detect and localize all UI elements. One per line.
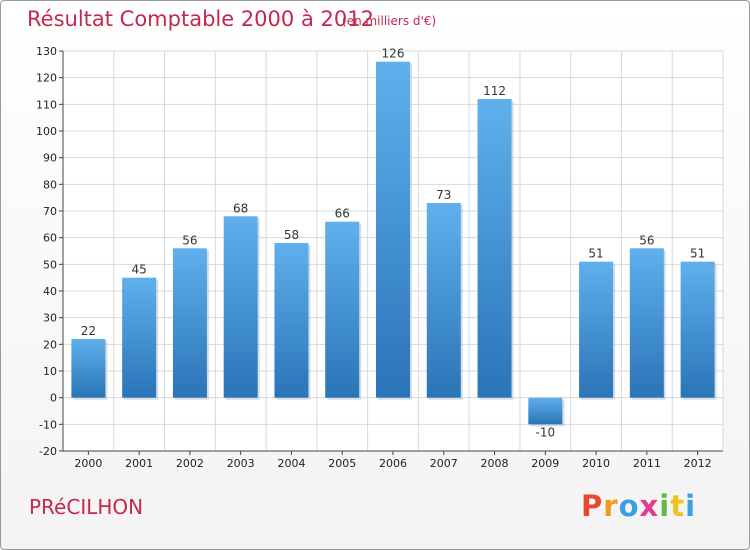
bar-2012 — [680, 261, 715, 398]
value-label-2005: 66 — [335, 207, 350, 221]
y-tick-label: -10 — [39, 418, 57, 431]
x-tick-label-2002: 2002 — [176, 457, 204, 470]
value-label-2003: 68 — [233, 201, 248, 215]
y-tick-label: 120 — [36, 72, 57, 85]
brand-letter: x — [639, 489, 660, 523]
location-name: PRéCILHON — [29, 495, 144, 519]
y-tick-label: 110 — [36, 98, 57, 111]
x-tick-label-2003: 2003 — [227, 457, 255, 470]
y-tick-label: 40 — [43, 285, 57, 298]
x-tick-label-2004: 2004 — [277, 457, 305, 470]
x-tick-label-2008: 2008 — [481, 457, 509, 470]
y-tick-label: 80 — [43, 178, 57, 191]
bar-2005 — [325, 221, 360, 398]
brand-letter: P — [581, 489, 604, 523]
y-tick-label: 10 — [43, 365, 57, 378]
value-label-2007: 73 — [436, 188, 451, 202]
value-label-2002: 56 — [182, 233, 197, 247]
proxiti-logo: Proxiti — [581, 489, 696, 523]
y-tick-label: 50 — [43, 258, 57, 271]
brand-letter: t — [670, 489, 686, 523]
y-tick-label: 0 — [50, 392, 57, 405]
x-tick-label-2012: 2012 — [684, 457, 712, 470]
y-tick-label: 60 — [43, 232, 57, 245]
bar-2007 — [426, 203, 461, 398]
bar-2002 — [172, 248, 207, 398]
brand-letter: o — [618, 489, 640, 523]
x-tick-label-2010: 2010 — [582, 457, 610, 470]
brand-letter: i — [685, 489, 697, 523]
y-tick-label: 100 — [36, 125, 57, 138]
x-tick-label-2000: 2000 — [74, 457, 102, 470]
bar-2008 — [477, 99, 512, 398]
x-tick-label-2007: 2007 — [430, 457, 458, 470]
value-label-2011: 56 — [639, 233, 654, 247]
bar-2000 — [71, 339, 106, 398]
value-label-2004: 58 — [284, 228, 299, 242]
y-tick-label: 30 — [43, 312, 57, 325]
bar-2011 — [629, 248, 664, 398]
bar-2006 — [376, 61, 410, 398]
value-label-2006: 126 — [382, 47, 405, 61]
bar-2004 — [274, 243, 309, 398]
value-label-2001: 45 — [132, 263, 147, 277]
y-tick-label: 130 — [36, 45, 57, 58]
chart-subtitle: (en milliers d'€) — [342, 14, 437, 28]
brand-letter: r — [603, 489, 619, 523]
y-tick-label: -20 — [39, 445, 57, 458]
x-tick-label-2011: 2011 — [633, 457, 661, 470]
x-tick-label-2001: 2001 — [125, 457, 153, 470]
y-tick-label: 70 — [43, 205, 57, 218]
x-tick-label-2005: 2005 — [328, 457, 356, 470]
value-label-2012: 51 — [690, 247, 705, 261]
bar-2001 — [122, 277, 157, 398]
x-tick-label-2006: 2006 — [379, 457, 407, 470]
x-tick-label-2009: 2009 — [531, 457, 559, 470]
value-label-2009: -10 — [536, 425, 556, 439]
chart-title: Résultat Comptable 2000 à 2012 — [27, 7, 374, 31]
bar-2009 — [528, 397, 563, 425]
y-tick-label: 20 — [43, 338, 57, 351]
value-label-2000: 22 — [81, 324, 96, 338]
value-label-2008: 112 — [483, 84, 506, 98]
y-tick-label: 90 — [43, 152, 57, 165]
value-label-2010: 51 — [588, 247, 603, 261]
bar-2010 — [579, 261, 614, 398]
brand-letter: i — [659, 489, 671, 523]
bar-2003 — [223, 216, 258, 398]
